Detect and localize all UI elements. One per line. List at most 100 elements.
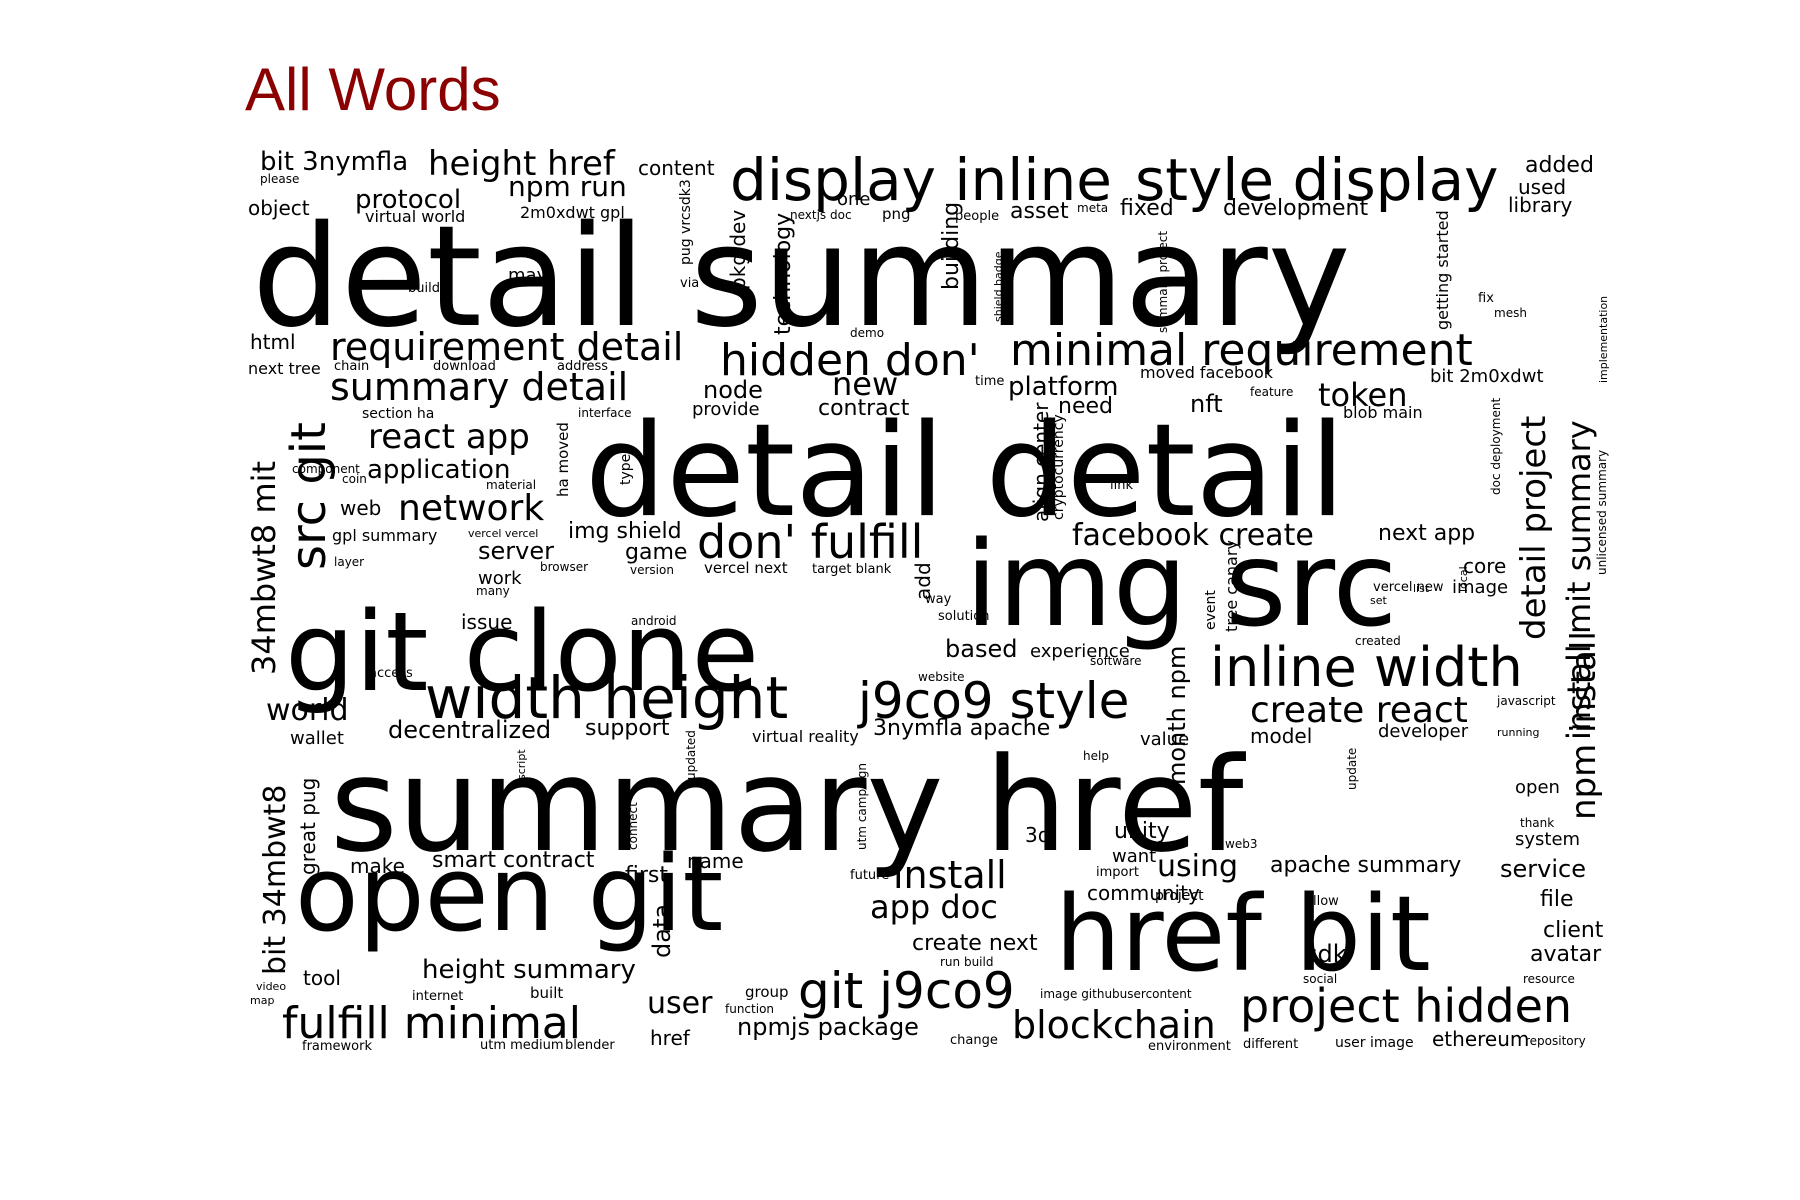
cloud-word: npm install (1564, 631, 1604, 820)
cloud-word: open git (295, 833, 723, 955)
cloud-word: avatar (1530, 942, 1602, 967)
cloud-word: coin (342, 472, 367, 486)
cloud-word: app doc (870, 888, 998, 926)
cloud-word: height href (428, 144, 616, 184)
cloud-word: experience (1030, 641, 1130, 662)
cloud-word: 2m0xdwt gpl (520, 203, 625, 222)
cloud-word: install (893, 853, 1007, 897)
cloud-word: run build (940, 955, 993, 969)
cloud-word: target blank (812, 562, 892, 577)
cloud-word: provide (692, 399, 760, 420)
cloud-word: based (945, 635, 1017, 663)
cloud-word: connect (626, 802, 640, 850)
cloud-word: group (745, 983, 789, 1001)
cloud-word: vercel vercel (468, 527, 538, 540)
cloud-word: create next (912, 931, 1038, 956)
cloud-word: utm campaign (855, 763, 869, 850)
cloud-word: pug vrcsdk3 (678, 179, 694, 265)
cloud-word: pkg dev (726, 210, 750, 290)
cloud-word: data (648, 904, 676, 958)
cloud-word: user image (1335, 1035, 1414, 1051)
cloud-word: event (1203, 590, 1219, 630)
cloud-word: development (1223, 196, 1369, 221)
cloud-word: gpl summary (332, 526, 437, 545)
cloud-word: bit 34mbwt8 (258, 784, 293, 975)
cloud-word: img src (965, 515, 1397, 653)
cloud-word: work (478, 568, 522, 589)
cloud-word: bit 3nymfla (260, 147, 408, 177)
cloud-word: width height (425, 664, 788, 732)
cloud-word: interface (578, 406, 632, 420)
cloud-word: via (680, 276, 699, 291)
cloud-word: decentralized (388, 716, 551, 744)
cloud-word: shield badge (992, 251, 1005, 322)
cloud-word: import (1096, 865, 1139, 880)
cloud-word: asset (1010, 199, 1069, 224)
cloud-word: month npm (1163, 646, 1191, 785)
cloud-word: virtual reality (752, 727, 859, 746)
cloud-word: core (1463, 554, 1506, 578)
cloud-word: web3 (1225, 837, 1257, 851)
cloud-word: change (950, 1033, 998, 1048)
cloud-word: build (408, 281, 440, 296)
cloud-word: time (975, 374, 1004, 389)
cloud-word: client (1543, 918, 1604, 943)
cloud-word: sdk (1305, 940, 1347, 968)
cloud-word: future (850, 868, 889, 883)
cloud-word: contract (818, 396, 910, 421)
cloud-word: model (1250, 724, 1312, 748)
cloud-word: install mit summary (1560, 420, 1598, 740)
cloud-word: type (618, 454, 634, 485)
cloud-word: javascript (1496, 694, 1556, 708)
cloud-word: mesh (1494, 306, 1527, 320)
cloud-word: display inline (730, 146, 1112, 214)
cloud-word: map (250, 994, 274, 1007)
cloud-word: using (1157, 849, 1238, 884)
cloud-word: ethereum (1432, 1027, 1529, 1051)
cloud-word: git j9co9 (798, 962, 1015, 1020)
cloud-word: repository (1525, 1034, 1586, 1048)
cloud-word: unity (1114, 819, 1170, 844)
cloud-word: list (1413, 582, 1430, 595)
cloud-word: browser (540, 560, 588, 574)
cloud-word: local (1457, 566, 1470, 592)
cloud-word: wallet (290, 728, 344, 749)
cloud-word: next tree (248, 359, 321, 378)
cloud-word: image githubusercontent (1040, 987, 1192, 1001)
cloud-word: internet (412, 989, 463, 1004)
cloud-word: utm medium (480, 1038, 564, 1053)
cloud-word: function (725, 1002, 774, 1016)
cloud-word: support (585, 716, 670, 741)
cloud-word: j9co9 style (857, 672, 1129, 730)
cloud-word: smart contract (432, 848, 595, 873)
cloud-word: summary detail (330, 365, 628, 409)
cloud-word: virtual world (365, 207, 465, 226)
cloud-word: vercel next (704, 559, 788, 577)
cloud-word: summary href (330, 729, 1247, 881)
cloud-word: detail project (1514, 416, 1554, 640)
cloud-word: tree canary (1222, 540, 1241, 632)
cloud-word: inline width (1210, 636, 1523, 699)
cloud-word: getting started (1433, 210, 1452, 330)
cloud-word: implementation (1597, 296, 1610, 383)
cloud-word: fulfill minimal (282, 998, 581, 1049)
cloud-word: 3d (1025, 823, 1050, 847)
cloud-word: href bit (1055, 873, 1431, 995)
cloud-word: framework (302, 1039, 372, 1054)
cloud-word: align center (1029, 402, 1053, 522)
cloud-word: ha moved (554, 422, 572, 497)
cloud-word: moved facebook (1140, 363, 1274, 382)
cloud-word: different (1243, 1037, 1298, 1052)
cloud-word: version (630, 563, 674, 577)
cloud-word: unlicensed summary (1595, 450, 1609, 575)
cloud-word: don' fulfill (697, 515, 923, 569)
cloud-word: one (837, 189, 871, 210)
cloud-word: program (1099, 269, 1113, 320)
cloud-word: make (350, 854, 405, 878)
cloud-word: great pug (296, 778, 320, 875)
cloud-word: chain (334, 359, 369, 374)
cloud-word: npm run (508, 170, 627, 203)
cloud-word: first (625, 863, 668, 888)
